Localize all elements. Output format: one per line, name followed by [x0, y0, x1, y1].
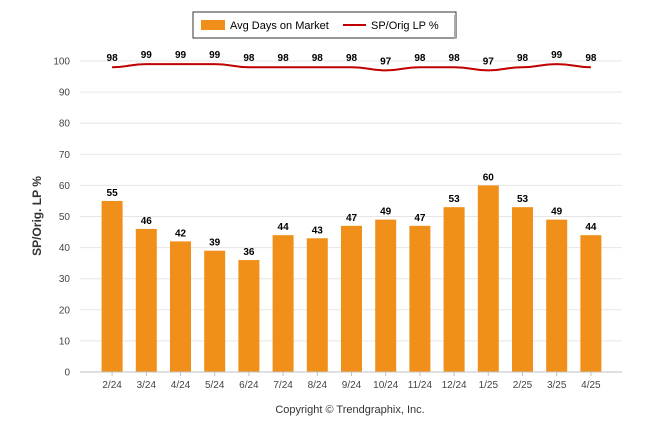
line-data-label: 99	[209, 50, 221, 61]
copyright-text: Copyright © Trendgraphix, Inc.	[275, 404, 424, 416]
x-tick-label: 2/24	[102, 380, 122, 391]
y-tick-label: 10	[59, 336, 71, 347]
legend-swatch-bar	[201, 20, 225, 30]
line-data-label: 99	[141, 50, 153, 61]
y-tick-label: 70	[59, 150, 71, 161]
bar-series	[101, 185, 602, 372]
line-data-label: 98	[449, 53, 461, 64]
bar-data-label: 47	[346, 213, 358, 224]
bar-data-label: 55	[107, 188, 119, 199]
line-data-label: 98	[517, 53, 529, 64]
legend: Avg Days on Market SP/Orig LP %	[192, 11, 457, 39]
legend-box	[192, 11, 457, 39]
bar	[375, 219, 397, 372]
bar	[477, 185, 499, 372]
legend-label-bar: Avg Days on Market	[230, 20, 329, 32]
legend-label-line: SP/Orig LP %	[371, 20, 439, 32]
line-data-label: 98	[312, 53, 324, 64]
bar-data-label: 60	[483, 172, 495, 183]
bar-data-label: 46	[141, 216, 153, 227]
x-tick-label: 9/24	[342, 380, 362, 391]
line-data-label: 99	[551, 50, 563, 61]
bar	[341, 225, 362, 372]
y-tick-label: 40	[59, 243, 71, 254]
bar-data-label: 53	[449, 194, 461, 205]
bar-data-label: 47	[414, 213, 426, 224]
x-tick-label: 1/25	[479, 380, 499, 391]
y-tick-label: 50	[59, 212, 71, 223]
line-data-label: 98	[243, 53, 255, 64]
x-tick-label: 11/24	[408, 380, 433, 391]
line-data-label: 98	[278, 53, 290, 64]
bar-data-label: 49	[551, 207, 563, 218]
x-tick-label: 8/24	[308, 380, 328, 391]
line-data-label: 98	[414, 53, 426, 64]
line-data-label: 98	[346, 53, 358, 64]
x-tick-label: 7/24	[273, 380, 293, 391]
x-tick-label: 3/24	[137, 380, 157, 391]
bar	[101, 200, 123, 372]
bar-data-labels: 55 46 42 39 36 44 43 47 49 47 53 60 53 49 44	[107, 172, 597, 258]
y-tick-label: 90	[59, 88, 71, 99]
y-tick-label: 30	[59, 274, 71, 285]
y-tick-label: 0	[64, 368, 70, 379]
line-data-label: 98	[585, 53, 597, 64]
line-data-label: 97	[380, 56, 392, 67]
bar-data-label: 44	[585, 222, 597, 233]
x-tick-label: 3/25	[547, 380, 567, 391]
y-tick-label: 100	[53, 57, 70, 68]
line-data-label: 97	[483, 56, 495, 67]
y-axis-label: SP/Orig. LP %	[30, 176, 44, 256]
bar-data-label: 49	[380, 207, 392, 218]
bar-data-label: 36	[243, 247, 255, 258]
bar-data-label: 53	[517, 194, 529, 205]
bar	[135, 228, 157, 372]
bar	[443, 207, 465, 372]
line-path	[112, 63, 591, 72]
bar	[409, 225, 431, 372]
line-data-label: 98	[107, 53, 119, 64]
bar	[204, 250, 226, 372]
y-axis-ticks: 0 10 20 30 40 50 60 70 80 90 100	[53, 57, 70, 379]
bar	[306, 238, 328, 372]
x-tick-label: 4/25	[581, 380, 601, 391]
bar	[170, 241, 191, 372]
line-data-labels: 98 99 99 99 98 98 98 98 97 98 98 97 98 99 98	[107, 50, 597, 67]
bar	[272, 235, 294, 372]
bar	[580, 235, 602, 372]
bar	[238, 260, 260, 372]
x-tick-label: 6/24	[239, 380, 259, 391]
bar-data-label: 39	[209, 238, 221, 249]
x-tick-label: 12/24	[442, 380, 467, 391]
x-tick-label: 4/24	[171, 380, 191, 391]
y-tick-label: 80	[59, 119, 71, 130]
bar	[546, 219, 568, 372]
line-data-label: 99	[175, 50, 187, 61]
x-tick-label: 5/24	[205, 380, 225, 391]
y-tick-label: 60	[59, 181, 71, 192]
bar	[512, 207, 533, 372]
line-series	[112, 63, 591, 72]
bar-data-label: 42	[175, 228, 187, 239]
x-axis-ticks: 2/24 3/24 4/24 5/24 6/24 7/24 8/24 9/24 10/24 11/…	[102, 372, 601, 391]
bar-data-label: 44	[278, 222, 290, 233]
x-tick-label: 2/25	[513, 380, 533, 391]
x-tick-label: 10/24	[373, 380, 398, 391]
bar-data-label: 43	[312, 225, 324, 236]
y-tick-label: 20	[59, 305, 71, 316]
